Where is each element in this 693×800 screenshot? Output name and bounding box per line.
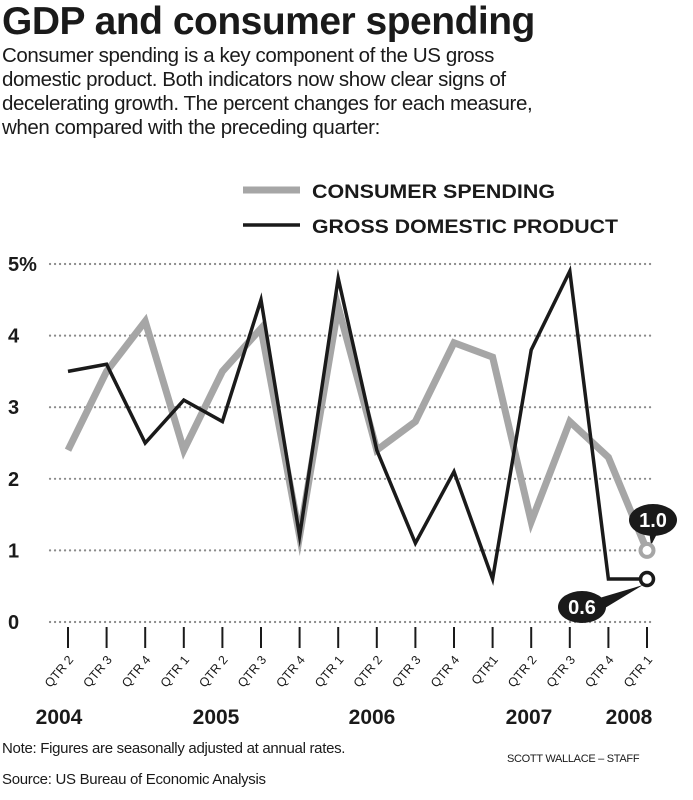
subtitle-line: domestic product. Both indicators now sh… [2, 68, 506, 91]
end-point-marker [638, 570, 656, 588]
y-tick-label: 0 [8, 612, 19, 634]
y-tick-label: 2 [8, 469, 19, 491]
year-label: 2004 [36, 706, 83, 729]
x-tick-label: QTR 4 [582, 653, 616, 690]
legend: CONSUMER SPENDING GROSS DOMESTIC PRODUCT [243, 182, 618, 238]
callout-pointer [596, 585, 643, 611]
x-tick-label: QTR 2 [196, 653, 230, 690]
year-label: 2007 [506, 706, 553, 729]
y-tick-label: 3 [8, 397, 19, 419]
x-tick-label: QTR 1 [158, 653, 192, 690]
subtitle-line: Consumer spending is a key component of … [2, 44, 494, 67]
callout-bubble [629, 504, 677, 536]
subtitle-line: when compared with the preceding quarter… [2, 116, 380, 139]
x-tick-label: QTR 3 [81, 653, 115, 690]
x-tick-label: QTR 2 [351, 653, 385, 690]
x-tick-label: QTR 4 [428, 653, 462, 690]
year-label: 2006 [349, 706, 396, 729]
chart-subtitle: Consumer spending is a key component of … [2, 44, 692, 140]
consumer-spending-line [64, 290, 651, 557]
source-note: Source: US Bureau of Economic Analysis [2, 771, 266, 788]
chart-title: GDP and consumer spending [2, 0, 535, 43]
x-tick-label: QTR 3 [544, 653, 578, 690]
x-tick-label: QTR 2 [505, 653, 539, 690]
x-tick-label: QTR 4 [119, 653, 153, 690]
footnote: Note: Figures are seasonally adjusted at… [2, 740, 346, 757]
callout-label: 0.6 [568, 597, 596, 619]
callout-label: 1.0 [639, 510, 667, 532]
gdp-line [67, 265, 647, 586]
x-tick-label: QTR 3 [389, 653, 423, 690]
year-label: 2005 [193, 706, 240, 729]
y-tick-label: 4 [8, 326, 20, 348]
x-tick-label: QTR 1 [621, 653, 655, 690]
x-tick-label: QTR 2 [42, 653, 76, 690]
end-point-marker [638, 541, 656, 559]
y-tick-label: 5% [8, 254, 37, 276]
subtitle-line: decelerating growth. The percent changes… [2, 92, 533, 115]
credit: SCOTT WALLACE – STAFF [507, 753, 640, 765]
callout-bubble [558, 591, 606, 623]
y-tick-label: 1 [8, 540, 19, 562]
x-tick-label: QTR 3 [235, 653, 269, 690]
x-tick-label: QTR1 [469, 653, 501, 688]
x-tick-label: QTR 4 [274, 653, 308, 690]
legend-label-gdp: GROSS DOMESTIC PRODUCT [312, 217, 618, 238]
year-label: 2008 [606, 706, 653, 729]
x-tick-label: QTR 1 [312, 653, 346, 690]
legend-label-consumer-spending: CONSUMER SPENDING [312, 182, 555, 203]
